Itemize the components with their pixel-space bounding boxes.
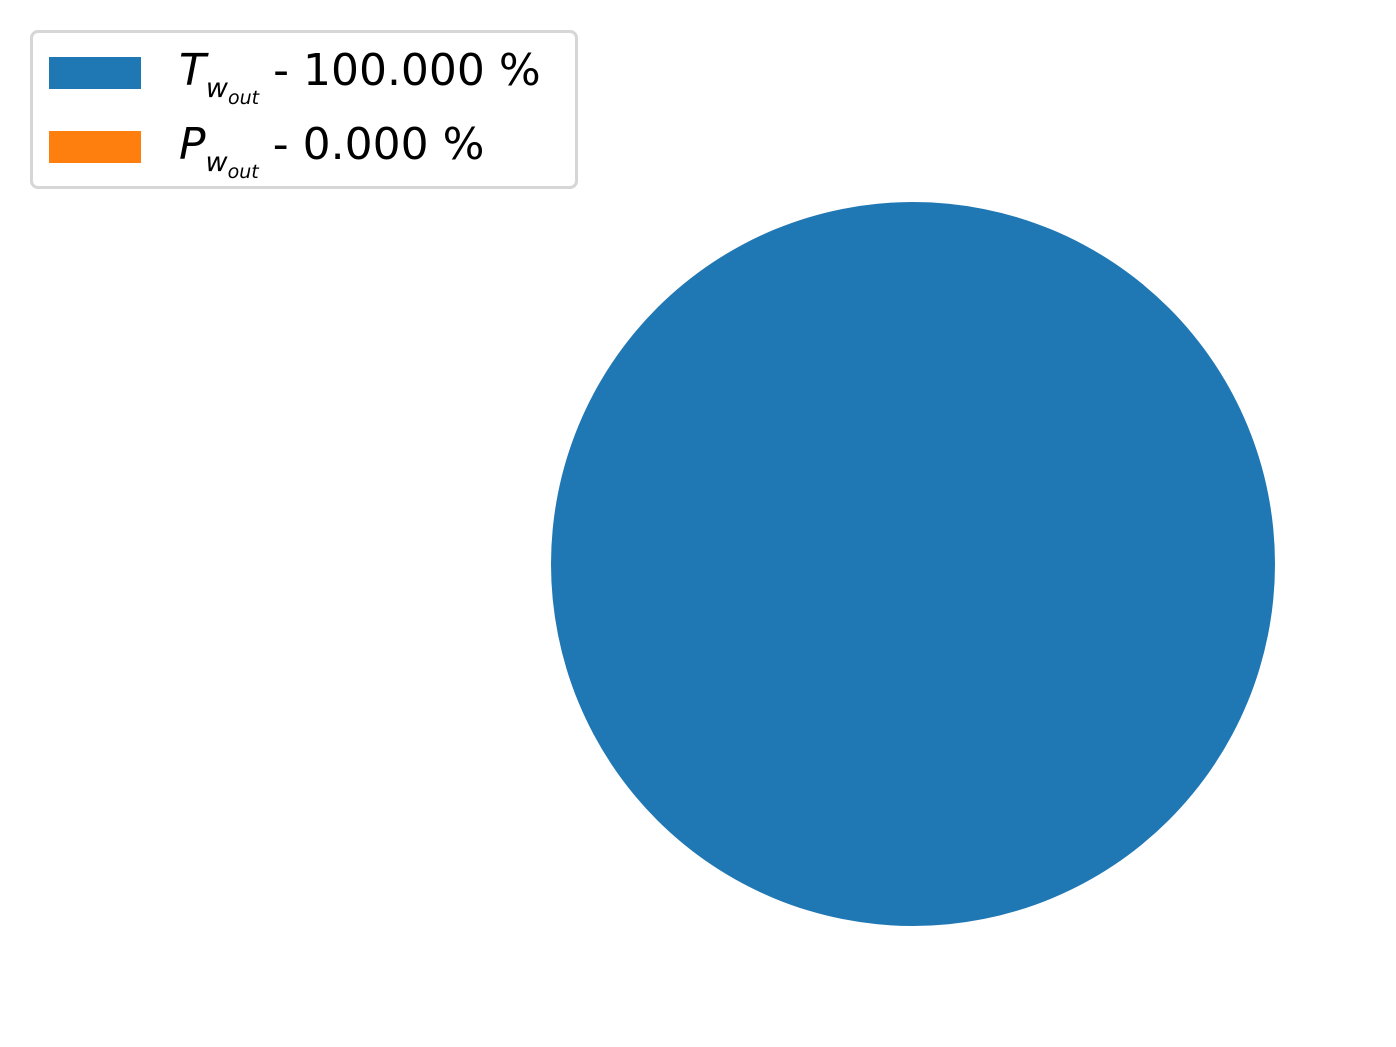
legend-swatch-t-w-out xyxy=(49,57,141,89)
legend-entry-t-w-out: Twout - 100.000 % xyxy=(49,44,541,109)
legend-entry-p-w-out: Pwout - 0.000 % xyxy=(49,118,485,183)
legend-label-t-w-out: Twout - 100.000 % xyxy=(179,44,541,109)
pie-slice-t-w-out xyxy=(551,202,1275,926)
legend-label-p-w-out: Pwout - 0.000 % xyxy=(179,118,485,183)
legend-swatch-p-w-out xyxy=(49,131,141,163)
chart-legend: Twout - 100.000 % Pwout - 0.000 % xyxy=(30,30,578,189)
